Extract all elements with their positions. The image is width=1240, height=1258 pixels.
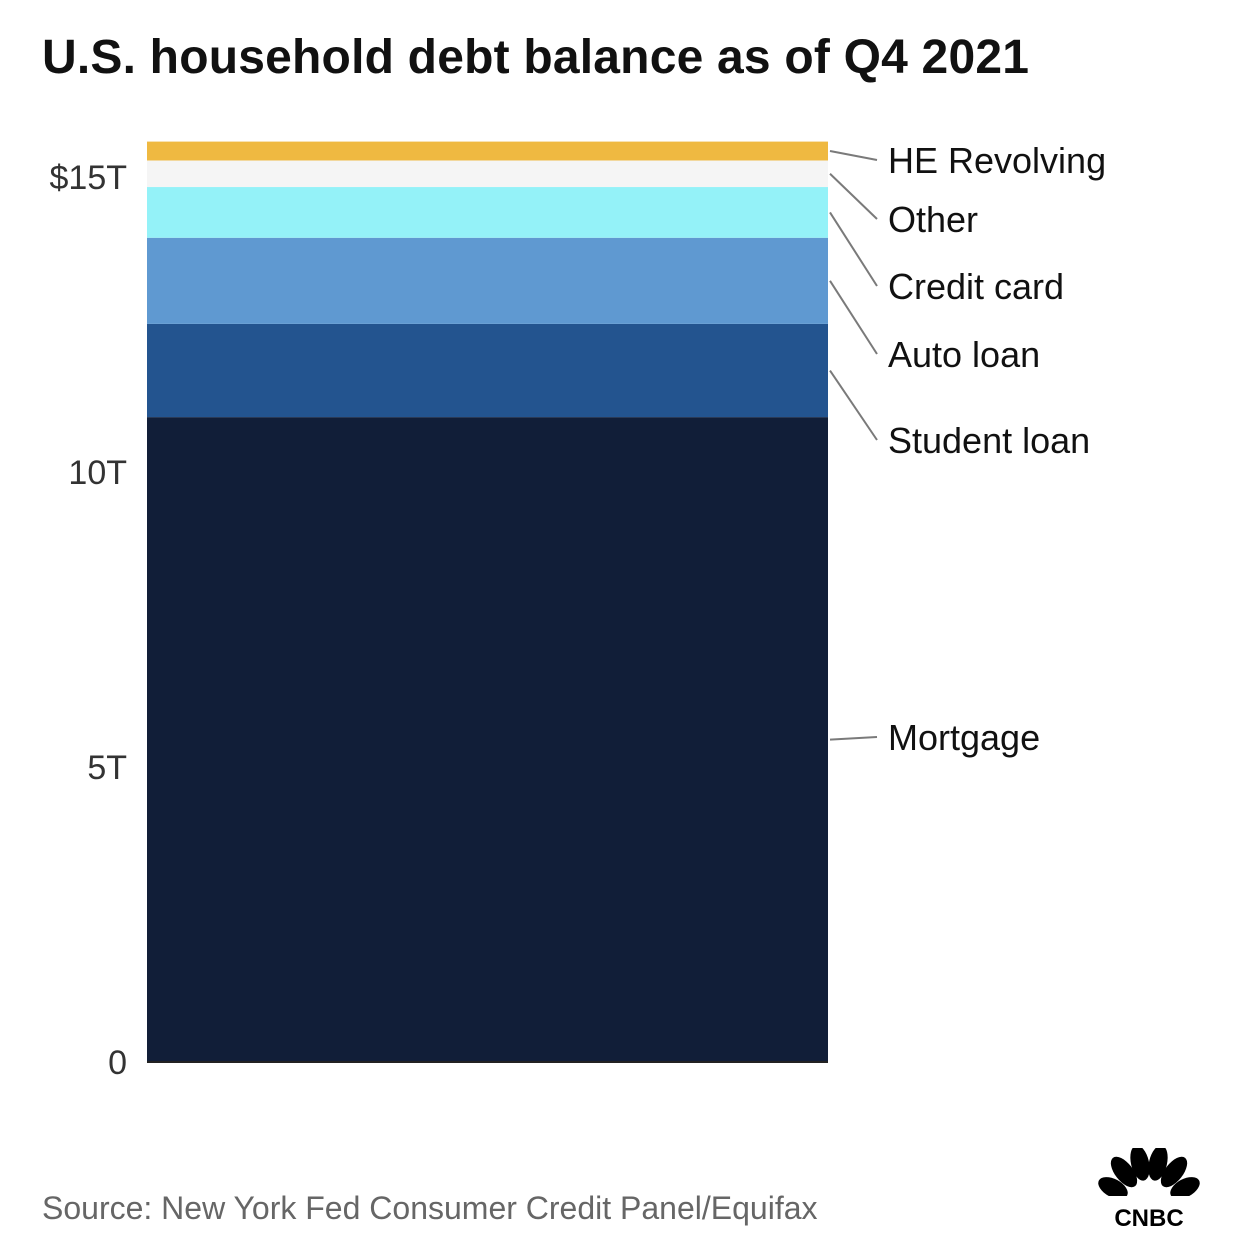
bar-segment-student-loan <box>147 323 828 418</box>
legend-label: Mortgage <box>888 717 1040 758</box>
leader-line <box>829 150 878 161</box>
bar-segment-auto-loan <box>147 237 828 324</box>
bar-segment-credit-card <box>147 187 828 238</box>
legend-label: HE Revolving <box>888 140 1106 181</box>
y-tick-label: 10T <box>68 454 127 492</box>
legend-label: Auto loan <box>888 334 1040 375</box>
bar-segment-he-revolving <box>147 141 828 161</box>
chart-title: U.S. household debt balance as of Q4 202… <box>42 31 1030 84</box>
nbc-peacock-icon <box>1098 1148 1200 1204</box>
legend-label: Credit card <box>888 266 1064 307</box>
bar-segment-other <box>147 160 828 188</box>
legend-label: Student loan <box>888 420 1090 461</box>
y-tick-label: $15T <box>50 159 128 197</box>
logo-text: CNBC <box>1114 1205 1183 1228</box>
leader-line <box>829 211 878 287</box>
y-tick-label: 0 <box>108 1044 127 1082</box>
cnbc-logo: CNBC <box>1098 1148 1200 1228</box>
source-note: Source: New York Fed Consumer Credit Pan… <box>42 1190 818 1226</box>
bar-segment-mortgage <box>147 417 828 1062</box>
bar-segments <box>147 141 828 1062</box>
leader-line <box>829 280 878 355</box>
legend: Mortgage Student loan Auto loan Credit card… <box>829 140 1106 758</box>
y-tick-label: 5T <box>87 749 127 787</box>
leader-line <box>829 173 878 220</box>
y-axis: 0 5T 10T $15T <box>50 159 828 1082</box>
leader-line <box>829 369 878 441</box>
leader-line <box>829 736 878 741</box>
legend-label: Other <box>888 199 978 240</box>
